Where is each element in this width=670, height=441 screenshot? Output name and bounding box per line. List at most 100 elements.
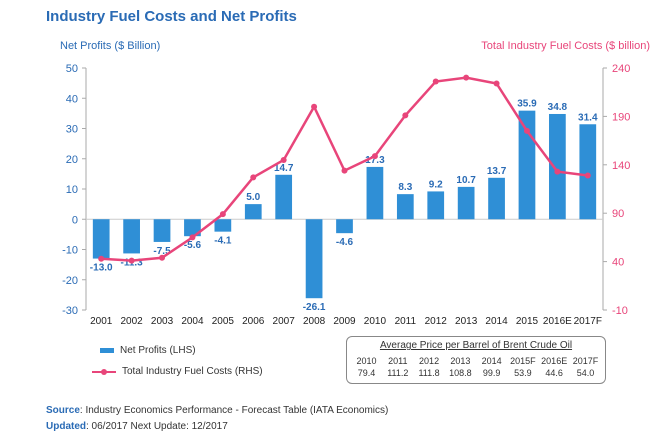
bar-data-label: 5.0 — [246, 192, 260, 203]
bar-2009 — [336, 219, 353, 234]
price-value: 44.6 — [545, 368, 563, 378]
bar-2005 — [214, 219, 232, 232]
x-tick-label: 2010 — [364, 316, 387, 327]
source-label: Source — [46, 405, 80, 416]
right-tick-label: 190 — [612, 111, 630, 123]
bar-2013 — [457, 186, 475, 220]
source-text: : Industry Economics Performance - Forec… — [79, 405, 389, 416]
bar-data-label: 31.4 — [578, 112, 598, 123]
fuel-cost-point-2012 — [432, 78, 439, 85]
price-year: 2015F — [510, 356, 536, 366]
left-axis-title: Net Profits ($ Billion) — [60, 40, 161, 52]
bar-2011 — [396, 194, 414, 220]
bar-2014 — [488, 177, 505, 220]
fuel-cost-point-2010 — [371, 153, 378, 160]
right-axis-title: Total Industry Fuel Costs ($ billion) — [481, 40, 650, 52]
bar-data-label: 13.7 — [487, 166, 507, 177]
bar-data-label: -4.6 — [336, 237, 354, 248]
left-tick-label: -10 — [62, 245, 78, 257]
bar-2004 — [184, 219, 201, 237]
legend-bar: Net Profits (LHS) — [100, 345, 196, 356]
legend-line-swatch — [92, 368, 116, 375]
price-value: 99.9 — [482, 368, 501, 378]
x-tick-label: 2014 — [485, 316, 508, 327]
x-tick-label: 2004 — [181, 316, 204, 327]
fuel-cost-point-2006 — [250, 174, 257, 181]
fuel-cost-point-2016E — [554, 168, 561, 175]
bar-2007 — [275, 174, 293, 220]
chart-title: Industry Fuel Costs and Net Profits — [46, 8, 297, 25]
price-value: 79.4 — [357, 368, 376, 378]
bar-2012 — [427, 191, 445, 220]
right-tick-label: 40 — [612, 257, 624, 269]
price-year: 2011 — [388, 356, 408, 366]
x-tick-label: 2011 — [395, 316, 417, 327]
bar-2010 — [366, 166, 384, 220]
x-tick-label: 2013 — [455, 316, 478, 327]
price-year: 2014 — [481, 356, 502, 366]
updated-label: Updated — [46, 421, 86, 432]
legend-bar-label: Net Profits (LHS) — [120, 345, 196, 356]
price-year: 2010 — [356, 356, 377, 366]
price-value: 111.8 — [418, 368, 440, 378]
x-tick-label: 2003 — [151, 316, 174, 327]
price-year: 2016E — [541, 356, 568, 366]
fuel-cost-point-2003 — [159, 254, 166, 261]
right-tick-label: 140 — [612, 160, 630, 172]
right-tick-label: 90 — [612, 208, 624, 220]
price-table-title: Average Price per Barrel of Brent Crude … — [379, 340, 573, 351]
bar-data-label: -7.5 — [153, 246, 171, 257]
x-tick-label: 2009 — [333, 316, 356, 327]
x-tick-label: 2005 — [212, 316, 235, 327]
x-tick-label: 2017F — [574, 316, 602, 327]
bar-data-label: -5.6 — [184, 240, 202, 251]
source-note: Source: Industry Economics Performance -… — [46, 405, 388, 416]
fuel-cost-point-2014 — [493, 80, 500, 87]
x-tick-label: 2001 — [90, 316, 113, 327]
left-tick-label: 0 — [72, 214, 78, 226]
left-tick-label: 40 — [66, 93, 78, 105]
x-tick-label: 2006 — [242, 316, 265, 327]
x-tick-label: 2016E — [543, 316, 572, 327]
bar-data-label: -26.1 — [303, 302, 326, 313]
left-tick-label: -20 — [62, 275, 78, 287]
bar-data-label: 35.9 — [517, 99, 537, 110]
left-tick-label: 10 — [66, 184, 78, 196]
right-tick-label: 240 — [612, 63, 630, 75]
x-tick-label: 2015 — [516, 316, 539, 327]
price-year: 2012 — [419, 356, 440, 366]
fuel-cost-point-2015 — [523, 127, 530, 134]
fuel-cost-point-2011 — [402, 112, 409, 119]
fuel-cost-point-2013 — [463, 74, 470, 81]
bar-2003 — [153, 219, 171, 242]
x-tick-label: 2008 — [303, 316, 326, 327]
fuel-cost-point-2004 — [189, 234, 196, 241]
legend-line-label: Total Industry Fuel Costs (RHS) — [122, 366, 263, 377]
bar-data-label: 17.3 — [365, 155, 385, 166]
bar-data-label: -13.0 — [90, 263, 113, 274]
price-value: 53.9 — [514, 368, 532, 378]
price-year: 2013 — [450, 356, 471, 366]
bar-2002 — [123, 219, 140, 254]
left-tick-label: 20 — [66, 154, 78, 166]
price-years-row: 2010 2011 2012 2013 2014 2015F 2016E 201… — [351, 356, 601, 366]
price-values-row: 79.4 111.2 111.8 108.8 99.9 53.9 44.6 54… — [351, 368, 601, 378]
bar-data-label: 14.7 — [274, 163, 294, 174]
right-tick-label: -10 — [612, 305, 628, 317]
bar-data-label: 9.2 — [429, 179, 443, 190]
fuel-cost-point-2005 — [219, 211, 226, 218]
price-value: 111.2 — [387, 368, 409, 378]
bar-2016E — [549, 113, 566, 220]
bar-2006 — [244, 204, 262, 220]
fuel-cost-point-2001 — [98, 255, 105, 262]
combo-chart: 50403020100-10-20-302401901409040-10-13.… — [62, 63, 630, 327]
bar-2017F — [579, 124, 597, 220]
legend-bar-swatch — [100, 348, 114, 353]
left-tick-label: 50 — [66, 63, 78, 75]
x-tick-label: 2012 — [425, 316, 448, 327]
x-tick-label: 2007 — [273, 316, 296, 327]
bar-2008 — [305, 219, 323, 299]
price-value: 108.8 — [449, 368, 472, 378]
bar-data-label: -4.1 — [214, 236, 232, 247]
left-tick-label: 30 — [66, 124, 78, 136]
